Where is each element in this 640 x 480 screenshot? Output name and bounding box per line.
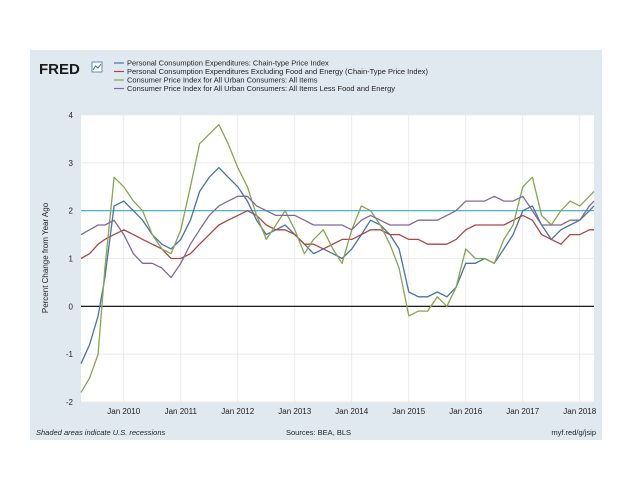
chart-frame: FRED Personal Consumption Expenditures: … — [30, 50, 602, 440]
series-line-2 — [80, 210, 594, 260]
x-tick-label: Jan 2011 — [165, 407, 198, 416]
x-tick-label: Jan 2010 — [107, 407, 140, 416]
y-tick-label: -1 — [66, 350, 74, 359]
series-line-3 — [80, 123, 595, 393]
x-tick-label: Jan 2012 — [221, 407, 254, 416]
sources-text: Sources: BEA, BLS — [286, 428, 351, 437]
y-tick-label: 2 — [69, 207, 74, 216]
chart-svg: FRED Personal Consumption Expenditures: … — [36, 59, 597, 437]
x-tick-label: Jan 2015 — [392, 407, 425, 416]
legend-label-3: Consumer Price Index for All Urban Consu… — [127, 76, 318, 85]
x-tick-label: Jan 2013 — [278, 407, 311, 416]
fred-logo-text: FRED — [39, 61, 80, 78]
short-link[interactable]: myf.red/g/jsip — [551, 428, 596, 437]
legend-label-1: Personal Consumption Expenditures: Chain… — [127, 59, 329, 68]
y-axis-ticks: -2 -1 0 1 2 3 4 — [66, 111, 74, 407]
x-tick-label: Jan 2014 — [335, 407, 368, 416]
y-tick-label: 0 — [69, 302, 74, 311]
y-tick-label: 1 — [69, 255, 74, 264]
recession-note: Shaded areas indicate U.S. recessions — [36, 428, 165, 437]
legend-label-4: Consumer Price Index for All Urban Consu… — [127, 84, 395, 93]
y-tick-label: 3 — [69, 159, 74, 168]
x-tick-label: Jan 2017 — [506, 407, 539, 416]
fred-chart-icon — [91, 61, 103, 73]
x-tick-label: Jan 2018 — [563, 407, 596, 416]
legend-label-2: Personal Consumption Expenditures Exclud… — [127, 67, 428, 76]
y-tick-label: 4 — [69, 111, 74, 120]
legend: Personal Consumption Expenditures: Chain… — [114, 59, 428, 93]
x-axis-ticks: Jan 2010 Jan 2011 Jan 2012 Jan 2013 Jan 2014… — [107, 407, 596, 416]
series-lines — [80, 123, 595, 393]
series-line-4 — [80, 195, 595, 279]
reference-lines — [81, 210, 594, 307]
x-tick-label: Jan 2016 — [449, 407, 482, 416]
y-axis-title: Percent Change from Year Ago — [41, 202, 50, 313]
y-tick-label: -2 — [66, 398, 74, 407]
